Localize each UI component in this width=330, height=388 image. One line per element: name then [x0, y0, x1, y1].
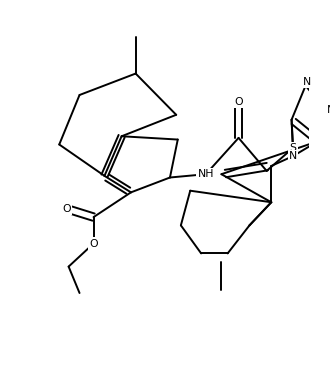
- Text: O: O: [89, 239, 98, 248]
- Text: N: N: [326, 105, 330, 115]
- Text: S: S: [290, 143, 297, 153]
- Text: NH: NH: [198, 169, 214, 179]
- Text: O: O: [63, 204, 71, 214]
- Text: O: O: [234, 97, 243, 107]
- Text: N: N: [303, 77, 311, 87]
- Text: N: N: [289, 151, 297, 161]
